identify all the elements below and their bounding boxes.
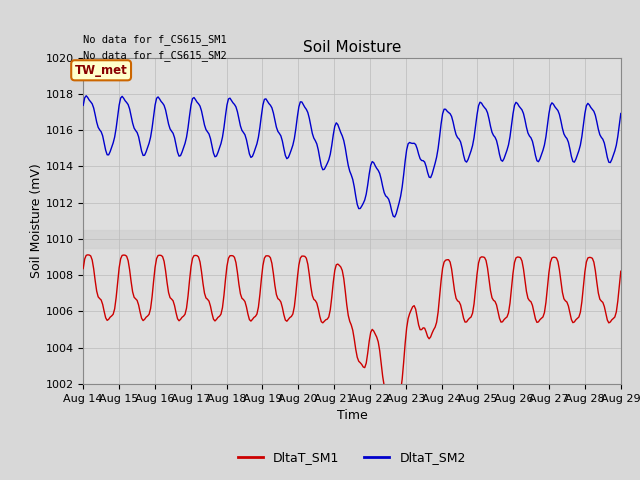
X-axis label: Time: Time: [337, 409, 367, 422]
Title: Soil Moisture: Soil Moisture: [303, 40, 401, 55]
Y-axis label: Soil Moisture (mV): Soil Moisture (mV): [29, 163, 43, 278]
Text: No data for f_CS615_SM1: No data for f_CS615_SM1: [83, 34, 227, 45]
Bar: [83, 230, 621, 384]
Text: No data for f_CS615_SM2: No data for f_CS615_SM2: [83, 50, 227, 61]
Bar: [83, 48, 621, 248]
Legend: DltaT_SM1, DltaT_SM2: DltaT_SM1, DltaT_SM2: [233, 446, 471, 469]
Text: TW_met: TW_met: [75, 64, 127, 77]
